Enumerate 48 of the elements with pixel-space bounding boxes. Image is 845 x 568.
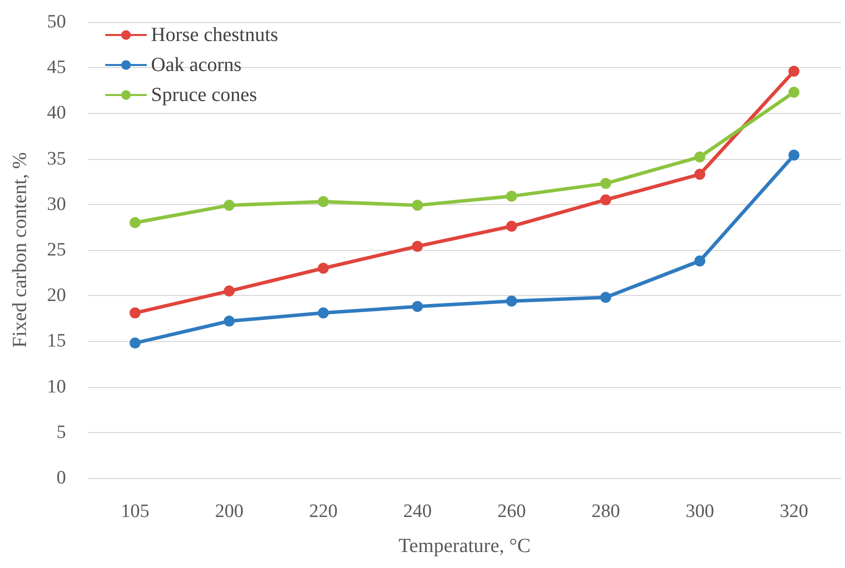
point bbox=[412, 301, 423, 312]
y-tick-label: 40 bbox=[47, 102, 66, 124]
y-tick-label: 45 bbox=[47, 57, 66, 78]
point bbox=[318, 307, 329, 318]
point bbox=[694, 151, 706, 162]
point bbox=[506, 296, 518, 307]
y-tick-label: 5 bbox=[56, 422, 66, 443]
legend-label: Oak acorns bbox=[151, 54, 242, 76]
point bbox=[600, 292, 612, 303]
x-tick-label: 240 bbox=[403, 501, 432, 522]
point bbox=[788, 86, 800, 98]
point bbox=[130, 338, 141, 349]
y-tick-label: 20 bbox=[47, 285, 66, 306]
point bbox=[694, 168, 706, 180]
y-tick-label: 50 bbox=[47, 12, 66, 32]
point bbox=[600, 194, 612, 206]
x-tick-label: 260 bbox=[497, 501, 526, 522]
point bbox=[694, 255, 706, 266]
y-tick-label: 35 bbox=[47, 148, 66, 170]
point bbox=[788, 66, 800, 77]
x-tick-label: 300 bbox=[686, 501, 714, 522]
x-tick-label: 200 bbox=[214, 501, 244, 522]
point bbox=[130, 307, 141, 318]
y-axis-title: Fixed carbon content, % bbox=[9, 152, 31, 348]
x-tick-label: 220 bbox=[309, 501, 338, 522]
y-tick-label: 15 bbox=[47, 330, 66, 352]
point bbox=[412, 200, 423, 211]
legend-label: Spruce cones bbox=[151, 84, 258, 106]
y-tick-label: 0 bbox=[56, 468, 66, 488]
x-tick-label: 280 bbox=[591, 501, 620, 522]
point bbox=[318, 196, 329, 208]
point bbox=[506, 190, 518, 202]
point bbox=[224, 286, 235, 297]
y-tick-label: 25 bbox=[47, 240, 66, 260]
x-tick-label: 105 bbox=[120, 501, 150, 522]
y-tick-label: 30 bbox=[47, 194, 66, 215]
legend-label: Horse chestnuts bbox=[151, 24, 278, 46]
x-axis-title: Temperature, °C bbox=[398, 535, 531, 557]
point bbox=[600, 178, 612, 189]
point bbox=[506, 220, 518, 232]
point bbox=[412, 240, 423, 252]
x-tick-label: 320 bbox=[780, 501, 808, 522]
point bbox=[224, 316, 235, 327]
y-tick-label: 10 bbox=[47, 376, 66, 398]
point bbox=[788, 150, 800, 161]
point bbox=[224, 200, 235, 211]
point bbox=[130, 217, 141, 228]
point bbox=[318, 262, 329, 274]
